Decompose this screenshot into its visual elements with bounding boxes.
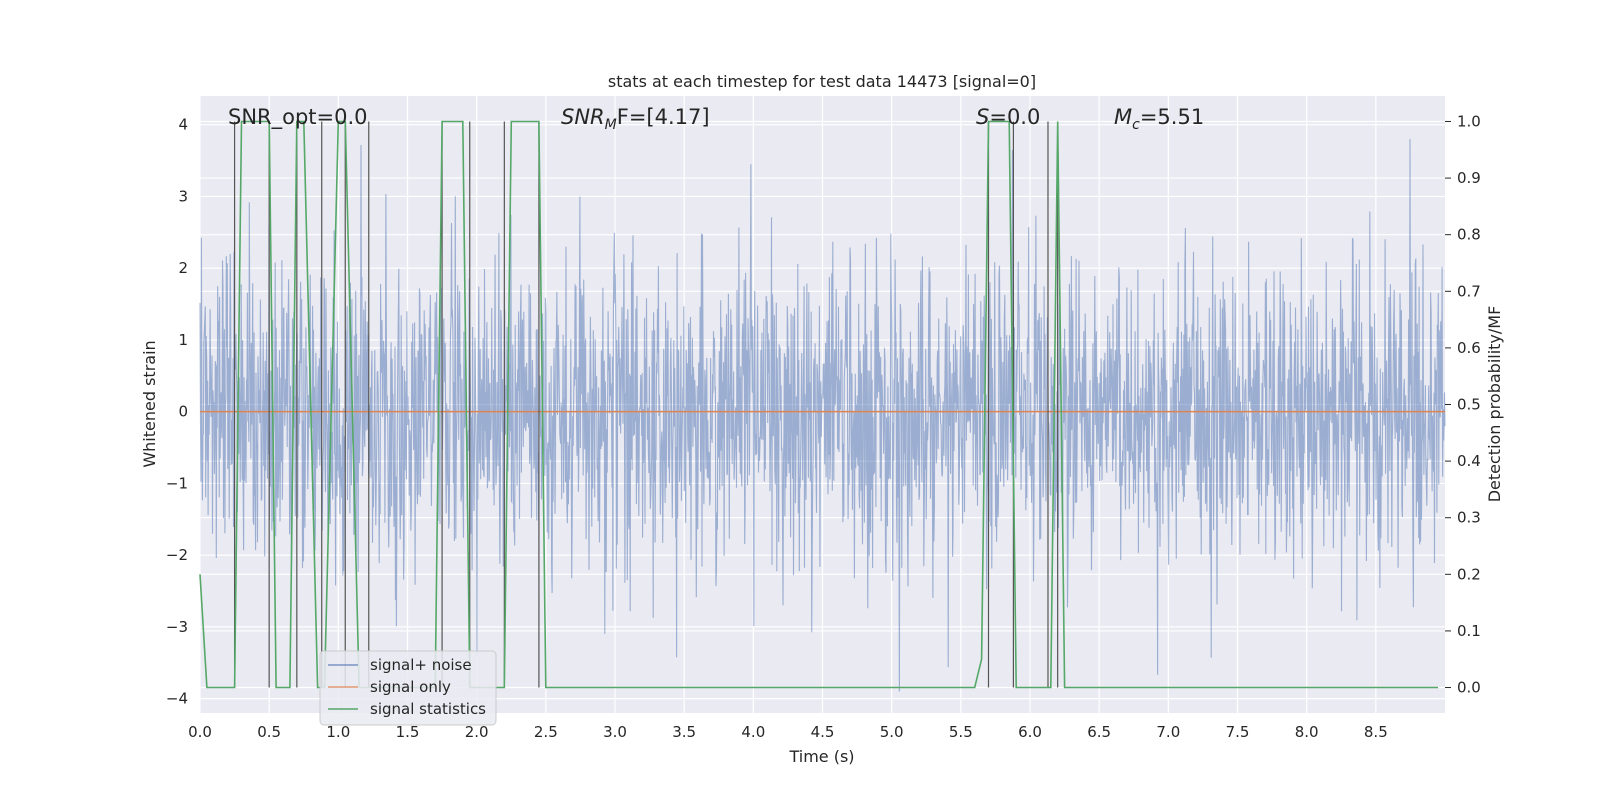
x-tick-label: 8.0 [1295, 723, 1319, 741]
noise-trace [199, 138, 1446, 692]
grid [199, 96, 1445, 713]
y-tick-label: 2 [178, 259, 188, 277]
y-tick-label: −3 [166, 618, 188, 636]
y2-tick-label: 0.1 [1457, 622, 1481, 640]
annotation-snr-opt: SNR_opt=0.0 [228, 105, 368, 130]
x-tick-label: 0.5 [257, 723, 281, 741]
y-tick-label: 4 [178, 116, 188, 134]
x-axis-ticks: 0.0 0.5 1.0 1.5 2.0 2.5 3.0 3.5 4.0 4.5 5.0 5.5 6.0 6… [188, 723, 1388, 741]
x-tick-label: 3.0 [603, 723, 627, 741]
x-tick-label: 3.5 [672, 723, 696, 741]
transition-markers [233, 121, 1059, 688]
legend-label-stats: signal statistics [370, 700, 486, 718]
y2-tick-label: 0.9 [1457, 169, 1481, 187]
legend-label-noise: signal+ noise [370, 656, 472, 674]
y-axis-label: Whitened strain [140, 340, 159, 467]
x-tick-label: 0.0 [188, 723, 212, 741]
y-tick-label: −4 [166, 690, 188, 708]
x-tick-label: 4.5 [811, 723, 835, 741]
x-tick-label: 2.5 [534, 723, 558, 741]
y-tick-label: −1 [166, 474, 188, 492]
y2-tick-label: 1.0 [1457, 112, 1481, 130]
x-tick-label: 5.0 [880, 723, 904, 741]
y2-tick-label: 0.4 [1457, 452, 1481, 470]
chart-title: stats at each timestep for test data 144… [608, 72, 1036, 91]
x-tick-label: 1.0 [326, 723, 350, 741]
x-axis-label: Time (s) [788, 747, 854, 766]
x-tick-label: 4.0 [741, 723, 765, 741]
y2-tick-label: 0.2 [1457, 565, 1481, 583]
y2-tick-label: 0.7 [1457, 282, 1481, 300]
x-tick-label: 7.0 [1156, 723, 1180, 741]
y2-axis-ticks: 1.0 0.9 0.8 0.7 0.6 0.5 0.4 0.3 0.2 0.1 0.0 [1445, 112, 1481, 697]
y-axis-ticks: 4 3 2 1 0 −1 −2 −3 −4 [166, 116, 188, 708]
legend-box [319, 650, 497, 726]
y2-axis-label: Detection probability/MF [1485, 306, 1504, 503]
y2-tick-label: 0.8 [1457, 226, 1481, 244]
x-tick-label: 8.5 [1364, 723, 1388, 741]
x-tick-label: 6.5 [1087, 723, 1111, 741]
y2-tick-label: 0.6 [1457, 339, 1481, 357]
x-tick-label: 7.5 [1226, 723, 1250, 741]
y-tick-label: −2 [166, 546, 188, 564]
y-tick-label: 3 [178, 187, 188, 205]
legend-label-signal: signal only [370, 678, 451, 696]
y2-tick-label: 0.5 [1457, 396, 1481, 414]
signal-noise-series [199, 138, 1446, 692]
annotation-mc: Mc=5.51 [1114, 105, 1204, 133]
legend: signal+ noise signal only signal statist… [319, 650, 497, 726]
signal-statistics-line [199, 120, 1439, 689]
y2-tick-label: 0.3 [1457, 509, 1481, 527]
y-tick-label: 1 [178, 331, 188, 349]
x-tick-label: 1.5 [396, 723, 420, 741]
x-tick-label: 5.5 [949, 723, 973, 741]
y2-tick-label: 0.0 [1457, 679, 1481, 697]
annotation-snr-mf: SNRMF=[4.17] [561, 105, 710, 133]
annotation-s: S=0.0 [976, 105, 1040, 129]
y-tick-label: 0 [178, 403, 188, 421]
x-tick-label: 2.0 [465, 723, 489, 741]
x-tick-label: 6.0 [1018, 723, 1042, 741]
